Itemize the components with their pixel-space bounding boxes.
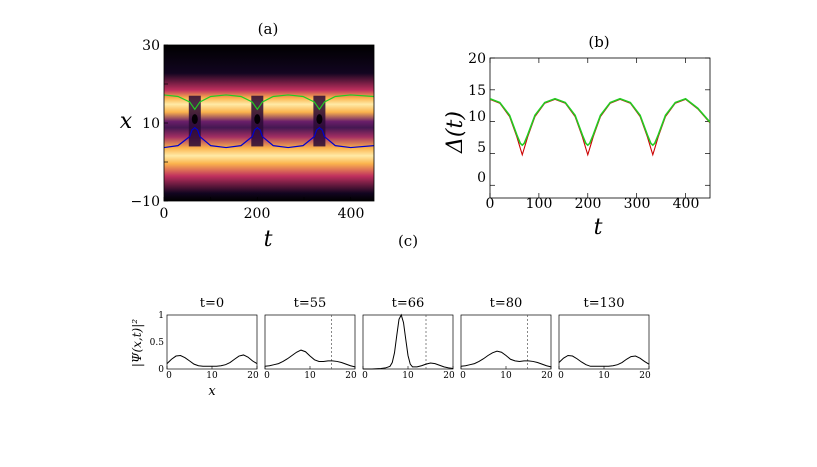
subplot-4: t=80 0 10 20 [460, 296, 553, 381]
panel-b-y-tick-10: 10 [468, 109, 486, 125]
panel-a-trajectories [164, 94, 374, 149]
subplot-x-tick-label: 10 [500, 371, 512, 381]
density-curve [363, 313, 454, 370]
subplot-title: t=80 [490, 296, 523, 311]
trajectory-line-1 [164, 94, 374, 111]
panel-b-x-tick-200: 200 [575, 196, 602, 212]
panel-c: (c) |Ψ(x,t)|² 1 0.5 0 x t=0 0 10 20 t=55 0 10 2… [130, 232, 651, 399]
subplot-title: t=130 [584, 296, 625, 311]
heatmap-dip-features [188, 95, 326, 147]
subplot-title: t=55 [294, 296, 327, 311]
panel-b: (b) 20 15 10 5 0 0 100 200 300 400 t Δ(t… [443, 33, 711, 240]
subplot-x-tick-label: 20 [443, 371, 455, 381]
panel-b-series [490, 97, 710, 157]
panel-b-x-tick-300: 300 [624, 196, 651, 212]
panel-a-label: (a) [258, 20, 279, 38]
subplot-frame [558, 314, 650, 370]
panel-b-x-tick-100: 100 [526, 196, 553, 212]
density-curve [264, 349, 356, 368]
subplot-frame [264, 314, 356, 370]
subplot-x-tick-label: 20 [639, 371, 651, 381]
subplot-x-tick-label: 0 [362, 371, 368, 381]
panel-c-y-tick-1: 1 [158, 311, 164, 321]
subplot-x-tick-label: 20 [345, 371, 357, 381]
subplot-x-tick-label: 10 [304, 371, 316, 381]
subplot-x-tick-label: 10 [598, 371, 610, 381]
panel-c-y-axis-label: |Ψ(x,t)|² [130, 319, 144, 367]
panel-a-y-axis-label: x [120, 109, 133, 134]
subplot-frame [362, 314, 454, 370]
panel-a-x-axis-label: t [264, 227, 273, 252]
panel-a-x-tick-0: 0 [160, 206, 169, 222]
subplot-frame [166, 314, 258, 370]
panel-a-plot-area [164, 45, 374, 201]
panel-b-y-tick-20: 20 [468, 51, 486, 67]
panel-a-x-tick-200: 200 [244, 206, 271, 222]
panel-b-ticks [489, 57, 710, 198]
subplot-5: t=130 0 10 20 [558, 296, 651, 381]
trajectory-line-2 [164, 126, 374, 149]
delta-series-1 [490, 98, 710, 157]
panel-a-y-tick-10: 10 [142, 116, 160, 132]
panel-b-y-tick-5: 5 [477, 140, 486, 156]
heatmap-dip-core [254, 114, 261, 125]
heatmap-dip-core [316, 114, 323, 125]
subplot-x-tick-label: 20 [541, 371, 553, 381]
subplot-x-tick-label: 0 [558, 371, 564, 381]
subplot-1: t=0 0 10 20 [166, 296, 259, 381]
panel-b-x-tick-400: 400 [673, 196, 700, 212]
panel-b-x-axis-label: t [594, 215, 603, 240]
panel-a-y-tick-minus10: −10 [130, 194, 160, 210]
subplot-3: t=66 0 10 20 [362, 296, 455, 381]
panel-a-y-tick-30: 30 [142, 38, 160, 54]
subplot-2: t=55 0 10 20 [264, 296, 357, 381]
density-curve [460, 350, 552, 368]
panel-b-frame [489, 57, 711, 199]
subplot-x-tick-label: 10 [402, 371, 414, 381]
panel-b-y-axis-label: Δ(t) [443, 111, 468, 154]
subplot-x-tick-label: 0 [166, 371, 172, 381]
panel-a: (a) 30 10 −10 0 200 400 t x [120, 20, 375, 252]
panel-b-x-tick-0: 0 [486, 196, 495, 212]
panel-b-label: (b) [588, 33, 609, 51]
subplot-title: t=66 [392, 296, 425, 311]
panel-a-x-tick-400: 400 [338, 206, 365, 222]
subplot-x-tick-label: 10 [206, 371, 218, 381]
panel-c-y-tick-0: 0 [158, 365, 164, 375]
delta-series-2 [490, 97, 710, 147]
heatmap-dip-core [191, 114, 198, 125]
subplot-x-tick-label: 20 [247, 371, 259, 381]
panel-c-y-tick-05: 0.5 [150, 338, 165, 348]
panel-c-label: (c) [398, 232, 418, 250]
panel-c-x-axis-label: x [208, 384, 216, 399]
subplot-frame [460, 314, 552, 370]
panel-b-y-tick-15: 15 [468, 83, 486, 99]
subplot-x-tick-label: 0 [264, 371, 270, 381]
panel-b-y-tick-0: 0 [477, 170, 486, 186]
panel-c-subplots: t=00 10 20t=550 10 20t=660 10 20t=800 10 20t=130… [166, 296, 651, 381]
panel-a-ticks [163, 44, 352, 202]
subplot-x-tick-label: 0 [460, 371, 466, 381]
subplot-title: t=0 [200, 296, 224, 311]
